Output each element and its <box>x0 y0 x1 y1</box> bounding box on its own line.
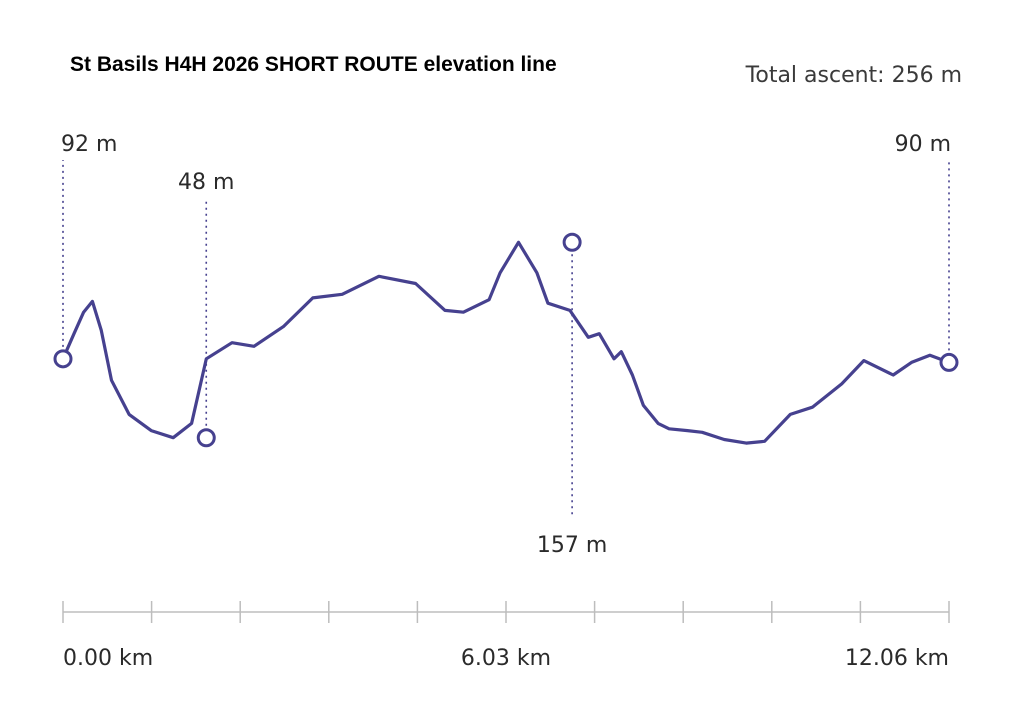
annotation-label: 90 m <box>895 132 951 157</box>
annotation-marker <box>939 352 959 372</box>
annotation-marker <box>562 232 582 252</box>
annotation-label: 157 m <box>537 533 607 558</box>
x-tick-label: 6.03 km <box>461 646 551 671</box>
x-tick-label: 0.00 km <box>63 646 153 671</box>
chart-subtitle: Total ascent: 256 m <box>745 63 962 88</box>
chart-title: St Basils H4H 2026 SHORT ROUTE elevation… <box>70 53 557 76</box>
elevation-line <box>61 240 951 445</box>
x-axis <box>62 601 950 623</box>
annotation-label: 92 m <box>61 132 117 157</box>
annotation-marker <box>196 428 216 448</box>
annotation-marker <box>53 349 73 369</box>
annotation-guides <box>62 160 950 515</box>
annotation-labels: 92 m 48 m 157 m 90 m <box>61 132 951 558</box>
annotation-markers <box>53 232 959 448</box>
annotation-label: 48 m <box>178 170 234 195</box>
x-tick-labels: 0.00 km 6.03 km 12.06 km <box>63 646 949 671</box>
x-tick-label: 12.06 km <box>845 646 949 671</box>
